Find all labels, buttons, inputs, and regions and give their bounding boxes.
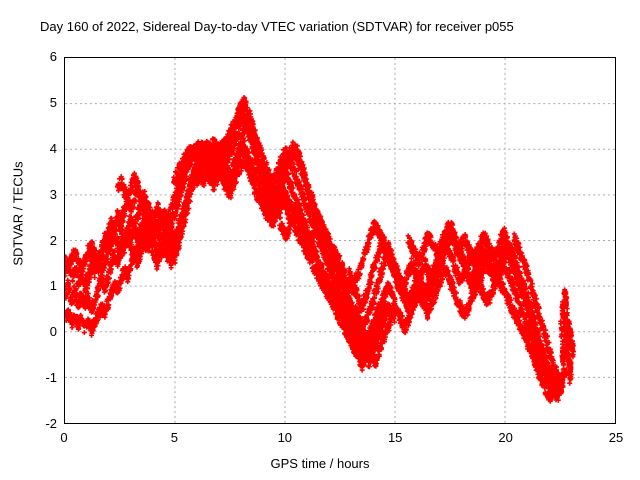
y-tick-label: 0 bbox=[49, 324, 57, 340]
y-tick-label: 2 bbox=[49, 232, 57, 248]
x-tick-label: 5 bbox=[170, 430, 178, 445]
x-tick-label: 20 bbox=[498, 430, 513, 445]
y-tick-label: 5 bbox=[49, 94, 57, 110]
y-tick-label: 1 bbox=[49, 278, 57, 294]
x-tick-label: 10 bbox=[277, 430, 293, 445]
scatter-points bbox=[65, 95, 577, 404]
y-tick-label: -2 bbox=[45, 416, 57, 431]
page-title: Day 160 of 2022, Sidereal Day-to-day VTE… bbox=[40, 19, 514, 34]
y-tick-label: -1 bbox=[45, 370, 57, 386]
y-axis-label: SDTVAR / TECUs bbox=[10, 161, 26, 266]
y-tick-label: 4 bbox=[49, 140, 57, 156]
y-tick-label: 3 bbox=[49, 186, 57, 202]
x-axis-label: GPS time / hours bbox=[270, 456, 370, 471]
x-tick-label: 0 bbox=[60, 430, 68, 445]
y-tick-label: 6 bbox=[49, 49, 57, 64]
x-axis-ticks: 0 5 10 15 20 25 bbox=[60, 430, 623, 450]
plot-area bbox=[64, 57, 616, 424]
x-tick-label: 25 bbox=[608, 430, 624, 445]
x-tick-label: 15 bbox=[387, 430, 403, 445]
y-axis-ticks: -2 -1 0 1 2 3 4 5 6 bbox=[0, 49, 57, 431]
